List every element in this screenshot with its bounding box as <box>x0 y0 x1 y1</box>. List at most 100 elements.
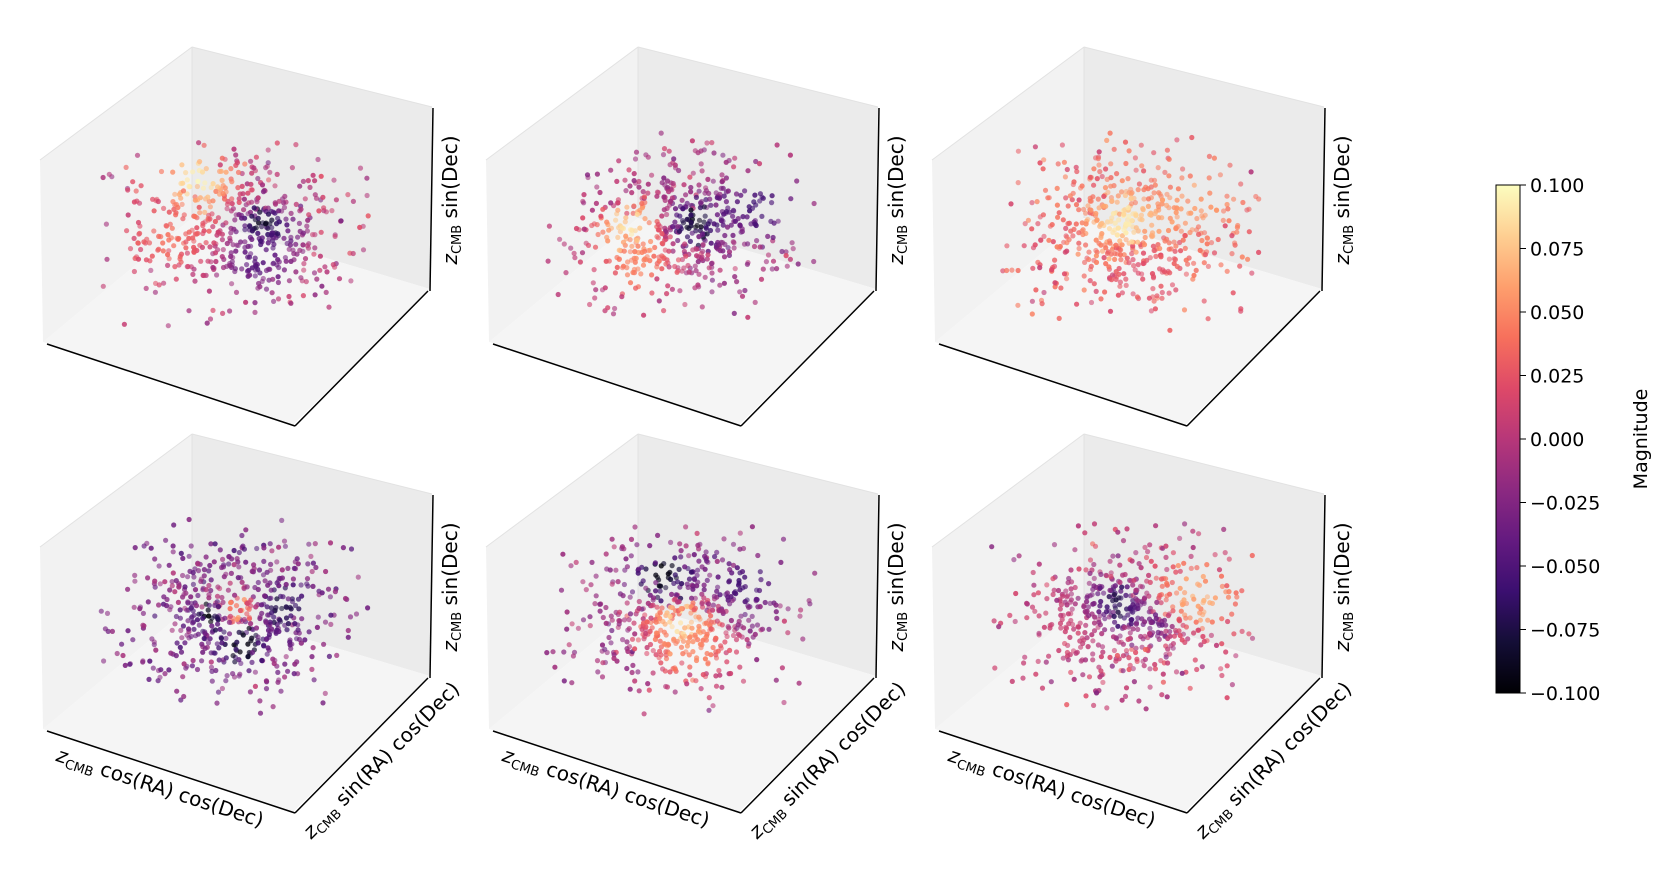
scatter-point <box>249 649 256 655</box>
scatter-point <box>319 283 325 289</box>
scatter-point <box>338 218 344 224</box>
scatter-point <box>1029 298 1035 304</box>
scatter-point <box>1147 255 1153 261</box>
scatter-point <box>1087 278 1093 284</box>
scatter-point <box>731 245 737 251</box>
scatter-point <box>1004 243 1010 249</box>
scatter-point <box>186 516 192 523</box>
scatter-point <box>1101 193 1107 199</box>
scatter-point <box>609 536 615 542</box>
scatter-point <box>179 201 185 207</box>
scatter-point <box>161 594 167 600</box>
scatter-point <box>1043 610 1049 616</box>
scatter-point <box>545 258 551 264</box>
scatter-point <box>1190 528 1196 534</box>
scatter-point <box>259 602 265 608</box>
scatter-point <box>1164 147 1170 153</box>
scatter-point <box>661 641 667 647</box>
scatter-point <box>233 248 239 254</box>
scatter-series <box>544 524 818 717</box>
scatter-point <box>707 572 713 578</box>
scatter-point <box>259 224 265 230</box>
scatter-point <box>265 211 272 217</box>
scatter-point <box>652 244 658 251</box>
scatter-point <box>151 208 157 214</box>
scatter-point <box>587 623 593 629</box>
scatter-point <box>664 178 671 184</box>
scatter-point <box>739 569 746 575</box>
scatter-point <box>269 548 275 554</box>
scatter-point <box>1037 265 1043 271</box>
scatter-point <box>671 636 677 642</box>
scatter-point <box>690 639 696 645</box>
scatter-point <box>230 671 236 677</box>
scatter-point <box>693 268 699 274</box>
scatter-point <box>740 214 746 220</box>
scatter-point <box>1163 597 1169 603</box>
scatter-point <box>268 561 274 567</box>
scatter-point <box>1076 566 1082 572</box>
scatter-point <box>626 617 632 623</box>
scatter-point <box>152 289 158 295</box>
scatter-point <box>616 247 622 253</box>
scatter-point <box>148 545 154 551</box>
scatter-point <box>1135 605 1141 612</box>
scatter-point <box>627 594 633 600</box>
scatter-point <box>190 271 196 277</box>
scatter-point <box>299 616 305 622</box>
scatter-point <box>706 695 712 701</box>
scatter-point <box>224 673 230 679</box>
scatter-point <box>1029 311 1035 317</box>
scatter-point <box>1119 584 1125 590</box>
scatter-point <box>270 704 276 710</box>
scatter-point <box>306 212 312 218</box>
scatter-point <box>752 299 758 305</box>
scatter-point <box>608 640 614 646</box>
scatter-point <box>201 573 207 579</box>
scatter-point <box>173 653 179 659</box>
scatter-point <box>1048 679 1054 685</box>
scatter-point <box>1151 247 1157 254</box>
scatter-point <box>631 620 637 626</box>
scatter-point <box>176 235 182 242</box>
scatter-point <box>678 554 684 560</box>
scatter-point <box>702 274 708 280</box>
scatter-point <box>1034 199 1040 205</box>
scatter-point <box>680 638 687 644</box>
scatter-point <box>274 596 280 602</box>
scatter-point <box>704 577 710 583</box>
scatter-point <box>1134 656 1140 662</box>
scatter-point <box>769 266 775 272</box>
scatter-point <box>265 612 271 618</box>
scatter-point <box>665 571 671 577</box>
scatter-point <box>1009 267 1015 273</box>
scatter-point <box>1238 181 1244 187</box>
scatter-point <box>1091 583 1097 589</box>
scatter-point <box>1123 648 1130 654</box>
scatter-point <box>309 654 315 660</box>
scatter-point <box>246 668 252 674</box>
scatter-point <box>220 247 226 253</box>
scatter-point <box>626 167 632 173</box>
scatter-point <box>1071 626 1077 632</box>
scatter-point <box>302 637 308 643</box>
scatter-point <box>1090 601 1096 607</box>
scatter-point <box>643 585 649 591</box>
scatter-point <box>1204 594 1210 600</box>
scatter-point <box>1179 670 1185 676</box>
scatter-point <box>1093 253 1099 259</box>
scatter-point <box>265 147 271 153</box>
scatter-point <box>785 606 791 612</box>
scatter-point <box>645 154 651 160</box>
scatter-point <box>183 590 189 596</box>
scatter-point <box>199 658 205 664</box>
scatter-point <box>304 576 311 582</box>
scatter-point <box>653 588 659 594</box>
scatter-point <box>1208 204 1214 210</box>
scatter-point <box>104 256 110 262</box>
scatter-point <box>765 233 771 239</box>
scatter-point <box>1096 619 1102 625</box>
scatter-point <box>1170 564 1176 570</box>
scatter-point <box>1091 575 1097 581</box>
scatter-point <box>1127 662 1133 668</box>
